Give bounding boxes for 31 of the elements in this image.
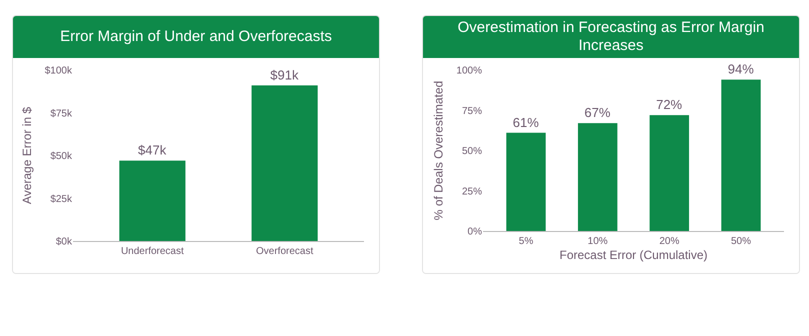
y-tick-label: $50k — [50, 151, 73, 162]
x-tick-label: 5% — [518, 236, 534, 247]
x-tick-label: 10% — [588, 236, 608, 247]
y-tick-label: 25% — [462, 186, 482, 198]
chart-title: Error Margin of Under and Overforecasts — [13, 16, 379, 58]
x-tick-label: Underforecast — [120, 246, 184, 257]
x-tick-label: Overforecast — [256, 246, 314, 257]
data-label: $47k — [138, 142, 167, 158]
x-tick-label: 20% — [659, 236, 680, 247]
y-tick-label: $75k — [50, 108, 73, 120]
y-tick-label: 0% — [468, 226, 482, 238]
chart-title: Overestimation in Forecasting as Error Margin Increases — [423, 16, 799, 58]
bar — [650, 115, 690, 231]
y-axis-title: Average Error in $ — [20, 106, 34, 204]
data-label: 67% — [584, 105, 611, 120]
data-label: 72% — [656, 97, 683, 112]
y-axis-title: % of Deals Overestimated — [432, 80, 446, 220]
data-label: 94% — [728, 62, 754, 77]
bar — [578, 123, 618, 231]
data-label: $91k — [270, 67, 299, 82]
data-label: 61% — [512, 114, 540, 130]
bar — [506, 132, 546, 231]
y-tick-label: 50% — [462, 146, 482, 157]
y-tick-label: $25k — [50, 194, 73, 205]
y-tick-label: 100% — [456, 66, 482, 76]
y-tick-label: $100k — [44, 66, 73, 76]
y-tick-label: 75% — [462, 106, 482, 117]
bar — [721, 80, 761, 231]
y-tick-label: $0k — [56, 236, 73, 248]
x-tick-label: 50% — [730, 236, 752, 247]
x-axis-title: Forecast Error (Cumulative) — [559, 248, 708, 262]
